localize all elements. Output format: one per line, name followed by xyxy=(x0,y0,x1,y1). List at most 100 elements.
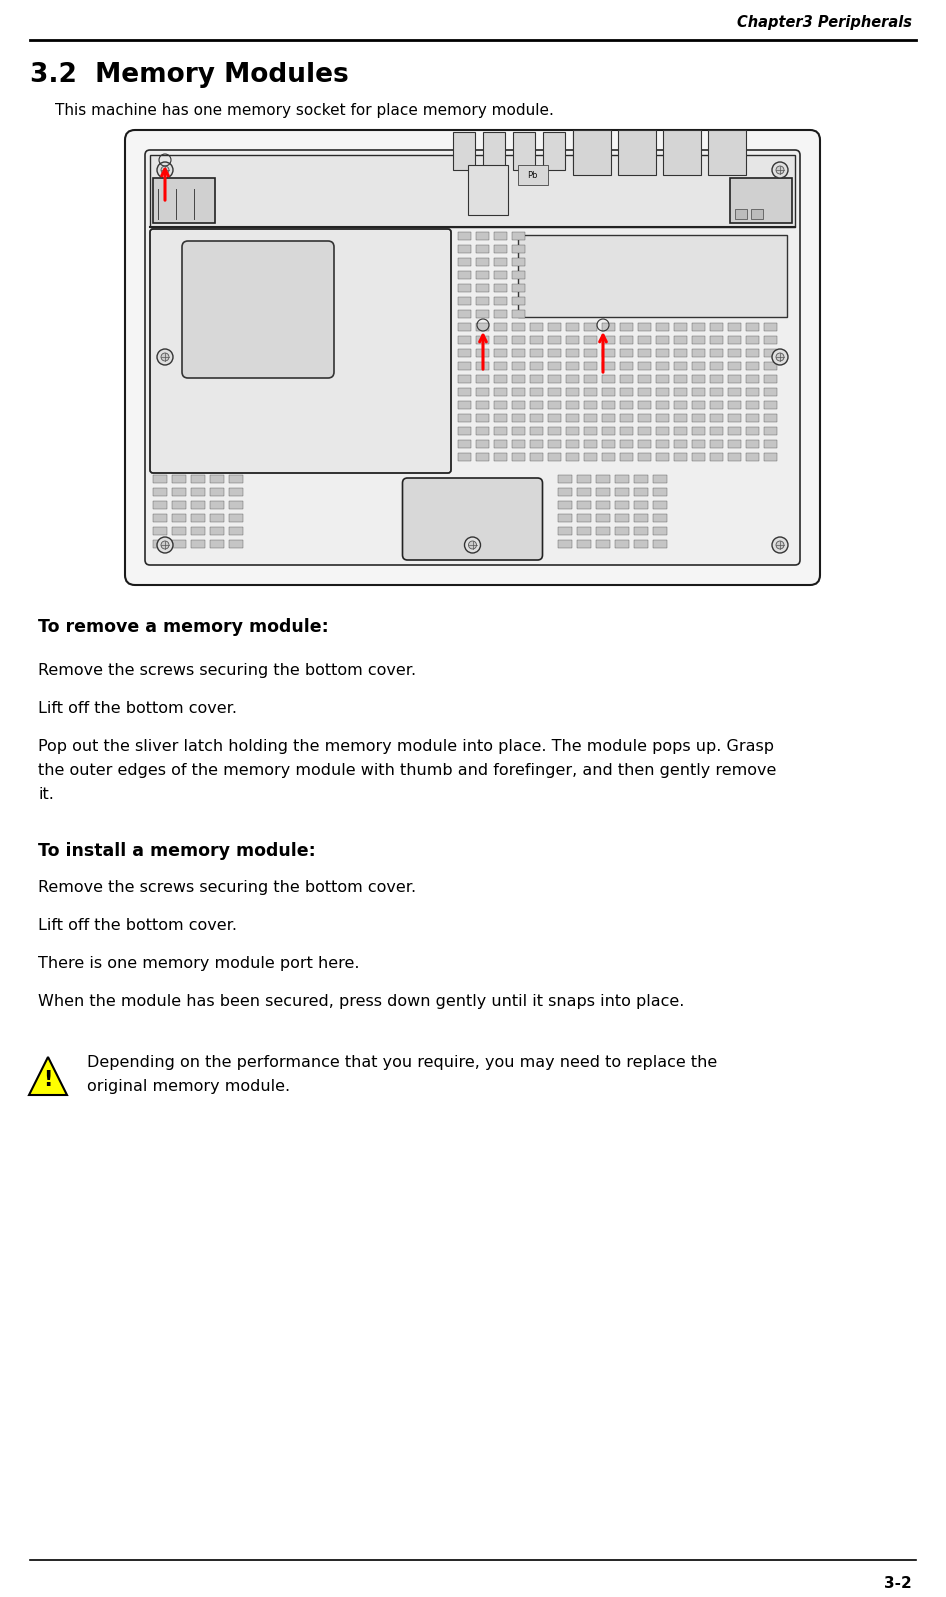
Bar xyxy=(653,501,667,509)
Bar xyxy=(710,441,723,449)
Bar xyxy=(584,454,597,462)
Bar xyxy=(458,426,471,434)
Bar xyxy=(153,514,167,522)
Circle shape xyxy=(161,166,169,174)
Bar xyxy=(566,363,579,371)
Bar xyxy=(512,350,525,358)
Bar xyxy=(692,350,705,358)
Bar xyxy=(620,414,633,422)
Bar xyxy=(710,363,723,371)
Text: To install a memory module:: To install a memory module: xyxy=(38,842,316,861)
Bar xyxy=(548,388,561,396)
Bar xyxy=(566,454,579,462)
Bar xyxy=(458,271,471,279)
Bar xyxy=(476,401,489,409)
Bar xyxy=(595,501,609,509)
Bar xyxy=(210,501,224,509)
Bar xyxy=(467,164,507,216)
Bar xyxy=(476,232,489,240)
Bar xyxy=(576,540,590,548)
Bar xyxy=(576,501,590,509)
Bar xyxy=(476,414,489,422)
Bar xyxy=(638,335,651,343)
Bar xyxy=(476,350,489,358)
Bar xyxy=(476,244,489,252)
Bar xyxy=(150,155,795,227)
Text: 3.2  Memory Modules: 3.2 Memory Modules xyxy=(30,62,349,88)
Bar xyxy=(620,388,633,396)
Bar xyxy=(512,232,525,240)
Bar xyxy=(728,335,741,343)
Bar xyxy=(512,284,525,292)
Circle shape xyxy=(157,161,173,177)
Bar xyxy=(153,489,167,497)
Bar xyxy=(735,209,747,219)
Bar xyxy=(494,284,507,292)
Bar xyxy=(584,335,597,343)
Bar xyxy=(620,323,633,331)
Bar xyxy=(692,388,705,396)
Bar xyxy=(476,363,489,371)
Bar xyxy=(710,414,723,422)
Bar xyxy=(620,454,633,462)
Bar xyxy=(584,441,597,449)
Bar xyxy=(566,350,579,358)
Bar xyxy=(512,297,525,305)
Text: Lift off the bottom cover.: Lift off the bottom cover. xyxy=(38,918,237,933)
Circle shape xyxy=(157,350,173,366)
Bar xyxy=(710,401,723,409)
Bar xyxy=(710,375,723,383)
Bar xyxy=(674,323,687,331)
Bar xyxy=(494,388,507,396)
Bar xyxy=(674,350,687,358)
Bar xyxy=(557,527,571,535)
Bar xyxy=(229,501,243,509)
Bar xyxy=(710,454,723,462)
Bar xyxy=(153,474,167,482)
Bar xyxy=(548,414,561,422)
Bar xyxy=(746,441,759,449)
Bar xyxy=(638,323,651,331)
Bar xyxy=(557,474,571,482)
Bar xyxy=(548,454,561,462)
Bar xyxy=(746,426,759,434)
Bar xyxy=(674,363,687,371)
Bar xyxy=(584,401,597,409)
Bar xyxy=(602,414,615,422)
Bar xyxy=(602,426,615,434)
Bar xyxy=(476,335,489,343)
Bar xyxy=(764,414,777,422)
Bar xyxy=(584,323,597,331)
Bar xyxy=(494,259,507,267)
Bar xyxy=(653,514,667,522)
Bar xyxy=(615,527,628,535)
Bar xyxy=(764,426,777,434)
Bar xyxy=(602,350,615,358)
Bar xyxy=(476,388,489,396)
Bar xyxy=(458,350,471,358)
Bar xyxy=(458,310,471,318)
Polygon shape xyxy=(29,1057,67,1096)
Bar xyxy=(656,335,669,343)
FancyBboxPatch shape xyxy=(145,150,800,565)
Bar xyxy=(692,335,705,343)
Bar xyxy=(494,454,507,462)
Bar xyxy=(692,375,705,383)
Bar xyxy=(653,540,667,548)
Bar xyxy=(191,501,205,509)
Bar xyxy=(517,164,548,185)
Bar xyxy=(595,514,609,522)
Bar xyxy=(458,284,471,292)
Bar xyxy=(452,133,475,169)
Bar xyxy=(494,310,507,318)
Bar xyxy=(566,441,579,449)
Bar xyxy=(620,375,633,383)
Bar xyxy=(576,514,590,522)
Bar xyxy=(584,388,597,396)
Bar xyxy=(210,489,224,497)
Bar xyxy=(764,350,777,358)
Bar xyxy=(728,323,741,331)
Bar xyxy=(710,350,723,358)
Bar xyxy=(674,335,687,343)
Bar xyxy=(728,426,741,434)
